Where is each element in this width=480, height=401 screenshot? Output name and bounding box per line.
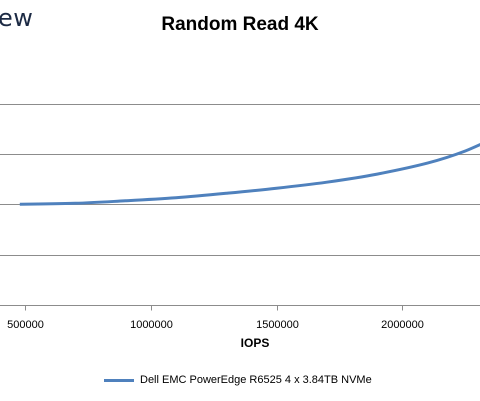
watermark-logo: ew (0, 4, 34, 32)
chart-title: Random Read 4K (161, 14, 319, 35)
x-tick-label: 1500000 (256, 319, 299, 331)
series-line (19, 143, 480, 206)
legend-label: Dell EMC PowerEdge R6525 4 x 3.84TB NVMe (140, 374, 372, 386)
x-tick-label: 2000000 (381, 319, 424, 331)
legend: Dell EMC PowerEdge R6525 4 x 3.84TB NVMe (104, 373, 372, 387)
x-tick-label: 1000000 (130, 319, 173, 331)
legend-swatch (104, 378, 134, 382)
x-axis-label: IOPS (240, 336, 270, 350)
x-tick-label: 500000 (7, 319, 44, 331)
